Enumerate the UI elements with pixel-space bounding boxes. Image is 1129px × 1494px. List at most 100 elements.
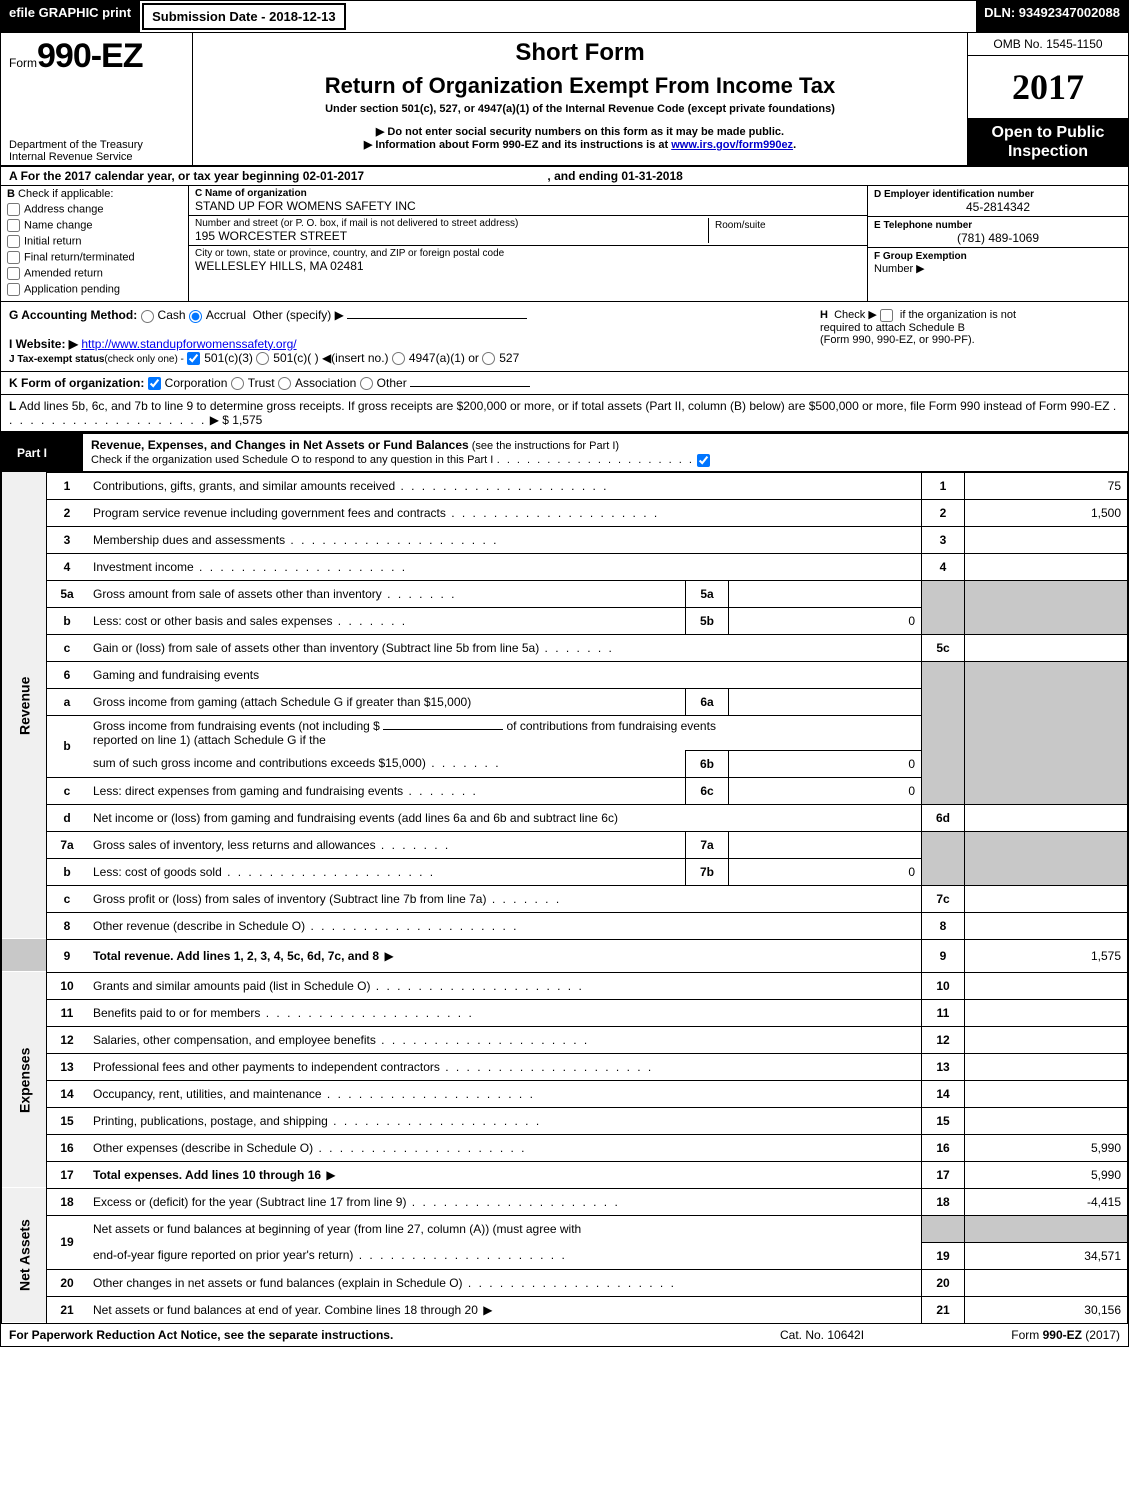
line-5b-no: b bbox=[47, 607, 88, 634]
line-4-box: 4 bbox=[922, 553, 965, 580]
line-7c-amount bbox=[965, 885, 1128, 912]
line-20-no: 20 bbox=[47, 1269, 88, 1296]
radio-other-org[interactable] bbox=[360, 377, 373, 390]
line-a-ending: , and ending 01-31-2018 bbox=[547, 169, 682, 183]
line-17-desc: Total expenses. Add lines 10 through 16 bbox=[93, 1168, 321, 1182]
topbar: efile GRAPHIC print Submission Date - 20… bbox=[1, 1, 1128, 33]
i-label: I Website: ▶ bbox=[9, 337, 78, 351]
line-21-row: 21 Net assets or fund balances at end of… bbox=[2, 1296, 1128, 1323]
line-6a-desc: Gross income from gaming (attach Schedul… bbox=[93, 695, 471, 709]
line-4-row: 4 Investment income 4 bbox=[2, 553, 1128, 580]
city-label: City or town, state or province, country… bbox=[195, 248, 861, 259]
line-2-box: 2 bbox=[922, 499, 965, 526]
org-name-value: STAND UP FOR WOMENS SAFETY INC bbox=[195, 199, 861, 213]
chk-schedule-b[interactable] bbox=[880, 309, 893, 322]
radio-trust[interactable] bbox=[231, 377, 244, 390]
line-5c-amount bbox=[965, 634, 1128, 661]
chk-final-return[interactable]: Final return/terminated bbox=[7, 251, 182, 264]
line-13-no: 13 bbox=[47, 1053, 88, 1080]
part-1-label: Part I bbox=[1, 442, 83, 464]
line-11-box: 11 bbox=[922, 999, 965, 1026]
line-6c-sub: 6c bbox=[686, 777, 729, 804]
line-9-no: 9 bbox=[47, 939, 88, 972]
line-6d-row: d Net income or (loss) from gaming and f… bbox=[2, 804, 1128, 831]
line-3-row: 3 Membership dues and assessments 3 bbox=[2, 526, 1128, 553]
street-value: 195 WORCESTER STREET bbox=[195, 229, 708, 243]
line-2-amount: 1,500 bbox=[965, 499, 1128, 526]
line-6-desc: Gaming and fundraising events bbox=[93, 668, 259, 682]
line-a: A For the 2017 calendar year, or tax yea… bbox=[1, 167, 1128, 186]
form-number: 990-EZ bbox=[37, 37, 143, 76]
line-21-desc: Net assets or fund balances at end of ye… bbox=[93, 1303, 478, 1317]
part-1-checkline: Check if the organization used Schedule … bbox=[91, 454, 493, 466]
line-6a-subval bbox=[729, 688, 922, 715]
chk-application-pending[interactable]: Application pending bbox=[7, 283, 182, 296]
line-7a-row: 7a Gross sales of inventory, less return… bbox=[2, 831, 1128, 858]
line-3-box: 3 bbox=[922, 526, 965, 553]
cash-label: Cash bbox=[158, 308, 186, 322]
line-12-no: 12 bbox=[47, 1026, 88, 1053]
line-a-text: For the 2017 calendar year, or tax year … bbox=[21, 169, 365, 183]
line-21-amount: 30,156 bbox=[965, 1296, 1128, 1323]
527-label: 527 bbox=[499, 351, 519, 365]
line-2-desc: Program service revenue including govern… bbox=[93, 506, 446, 520]
chk-schedule-o-part1[interactable] bbox=[697, 454, 710, 467]
line-6-row: 6 Gaming and fundraising events bbox=[2, 661, 1128, 688]
line-7b-desc: Less: cost of goods sold bbox=[93, 865, 222, 879]
h-schedule-b-cell: H Check ▶ if the organization is not req… bbox=[820, 308, 1120, 365]
efile-print-button[interactable]: efile GRAPHIC print bbox=[1, 1, 140, 32]
group-exemption-number-label: Number ▶ bbox=[874, 263, 925, 275]
chk-name-change[interactable]: Name change bbox=[7, 219, 182, 232]
radio-4947[interactable] bbox=[392, 352, 405, 365]
line-6d-no: d bbox=[47, 804, 88, 831]
l-amount: ▶ $ 1,575 bbox=[210, 413, 263, 427]
line-6d-desc: Net income or (loss) from gaming and fun… bbox=[93, 811, 618, 825]
g-label: G Accounting Method: bbox=[9, 308, 137, 322]
radio-association[interactable] bbox=[278, 377, 291, 390]
form-title-cell: Short Form Return of Organization Exempt… bbox=[193, 33, 967, 165]
line-18-amount: -4,415 bbox=[965, 1188, 1128, 1215]
line-17-box: 17 bbox=[922, 1161, 965, 1188]
form-title: Return of Organization Exempt From Incom… bbox=[325, 73, 836, 99]
line-15-no: 15 bbox=[47, 1107, 88, 1134]
association-label: Association bbox=[295, 376, 356, 390]
line-6d-amount bbox=[965, 804, 1128, 831]
line-9-amount: 1,575 bbox=[965, 939, 1128, 972]
radio-accrual[interactable] bbox=[189, 310, 202, 323]
org-street-row: Number and street (or P. O. box, if mail… bbox=[189, 216, 867, 246]
line-18-desc: Excess or (deficit) for the year (Subtra… bbox=[93, 1195, 406, 1209]
j-sub: (check only one) - bbox=[104, 354, 183, 365]
radio-527[interactable] bbox=[482, 352, 495, 365]
telephone-label: E Telephone number bbox=[874, 220, 972, 231]
line-5c-desc: Gain or (loss) from sale of assets other… bbox=[93, 641, 539, 655]
line-12-desc: Salaries, other compensation, and employ… bbox=[93, 1033, 376, 1047]
line-14-box: 14 bbox=[922, 1080, 965, 1107]
ein-cell: D Employer identification number 45-2814… bbox=[868, 186, 1128, 217]
radio-501c[interactable] bbox=[256, 352, 269, 365]
irs-info-link[interactable]: www.irs.gov/form990ez bbox=[671, 139, 793, 151]
line-6b-no: b bbox=[47, 715, 88, 777]
chk-amended-return[interactable]: Amended return bbox=[7, 267, 182, 280]
chk-corporation[interactable] bbox=[148, 377, 161, 390]
check-label: Check if applicable: bbox=[18, 188, 113, 200]
form-prefix: Form bbox=[9, 56, 37, 70]
chk-initial-return[interactable]: Initial return bbox=[7, 235, 182, 248]
radio-cash[interactable] bbox=[141, 310, 154, 323]
chk-name-change-label: Name change bbox=[24, 220, 93, 232]
part-1-header: Part I Revenue, Expenses, and Changes in… bbox=[1, 433, 1128, 471]
line-11-row: 11 Benefits paid to or for members 11 bbox=[2, 999, 1128, 1026]
chk-501c3[interactable] bbox=[187, 352, 200, 365]
j-label: J Tax-exempt status bbox=[9, 354, 104, 365]
submission-date: Submission Date - 2018-12-13 bbox=[142, 3, 346, 30]
line-7b-subval: 0 bbox=[729, 858, 922, 885]
info-suffix: . bbox=[793, 139, 796, 151]
h-label: H bbox=[820, 309, 828, 321]
trust-label: Trust bbox=[248, 376, 275, 390]
line-3-desc: Membership dues and assessments bbox=[93, 533, 285, 547]
chk-address-change[interactable]: Address change bbox=[7, 203, 182, 216]
line-5c-row: c Gain or (loss) from sale of assets oth… bbox=[2, 634, 1128, 661]
line-11-desc: Benefits paid to or for members bbox=[93, 1006, 260, 1020]
line-7c-row: c Gross profit or (loss) from sales of i… bbox=[2, 885, 1128, 912]
501c-label: 501(c)( ) ◀(insert no.) bbox=[273, 351, 388, 365]
website-link[interactable]: http://www.standupforwomenssafety.org/ bbox=[81, 337, 296, 351]
